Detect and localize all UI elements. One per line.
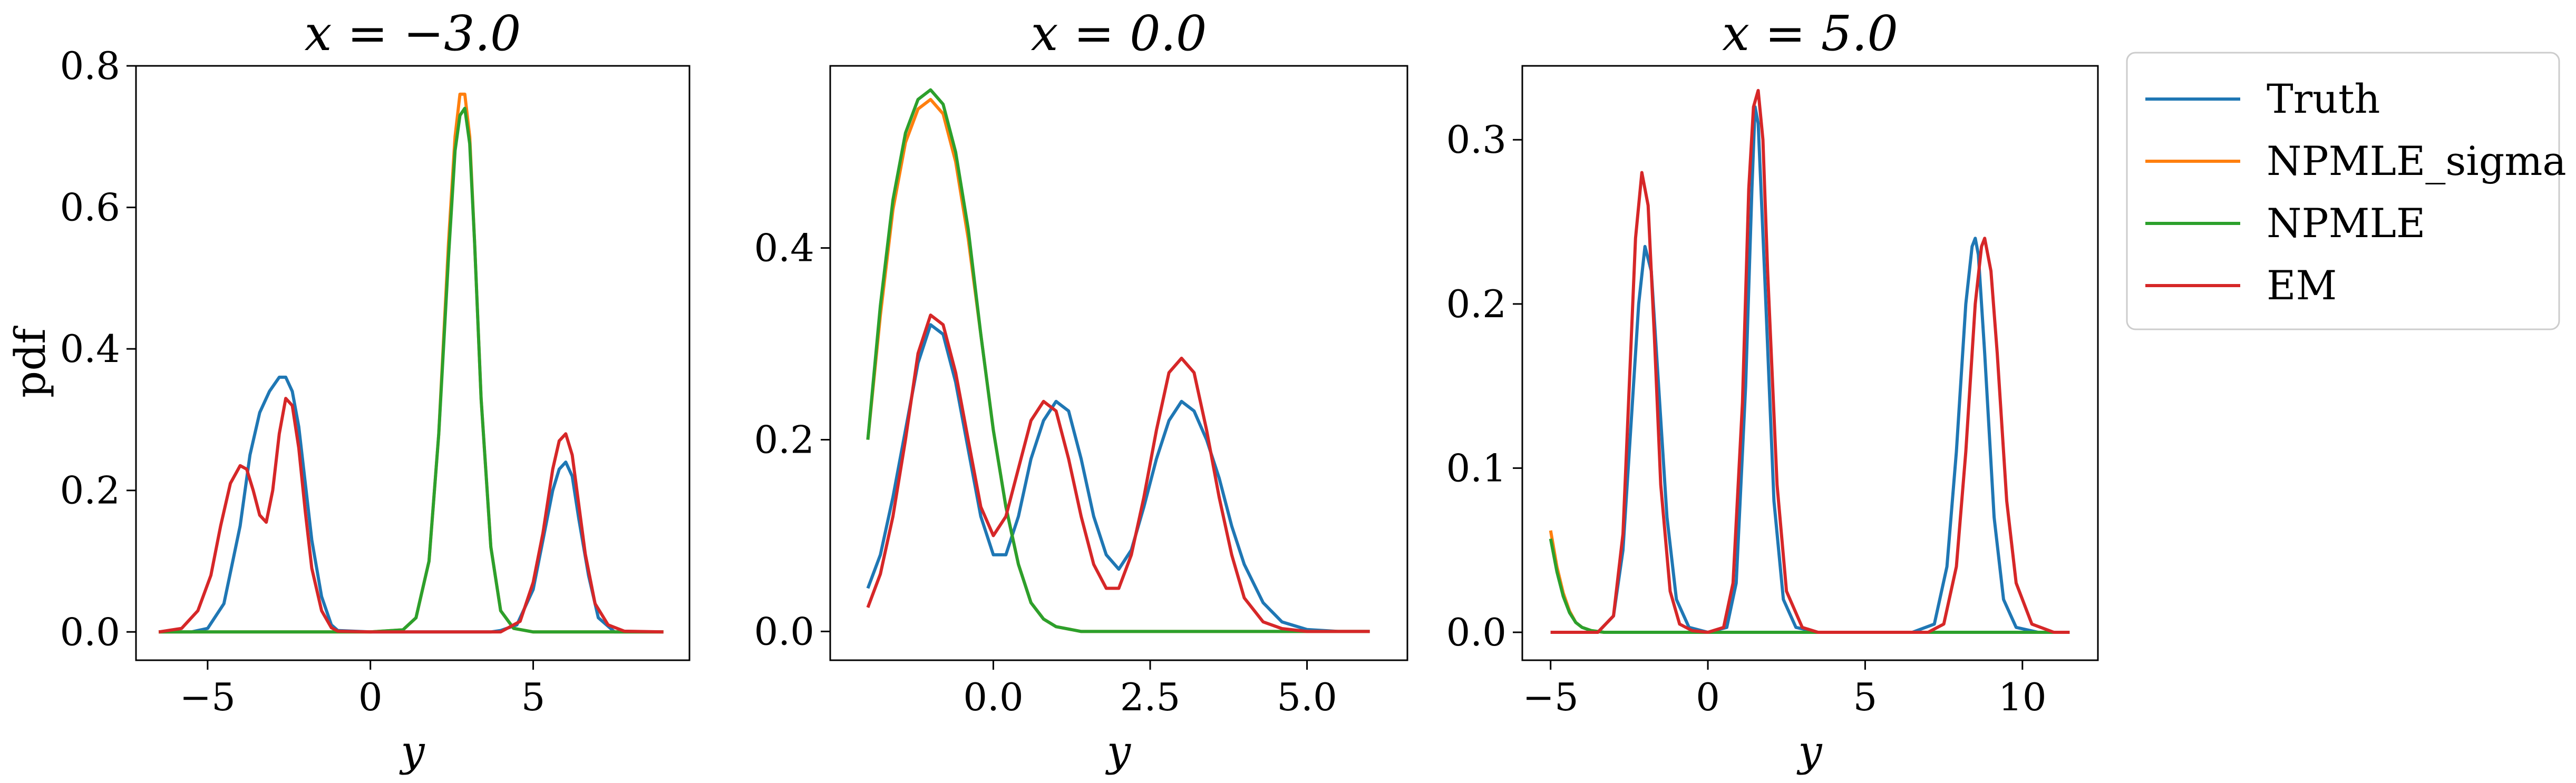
y-tick-label: 0.2: [60, 468, 120, 513]
axes-frame: [1521, 65, 2099, 661]
y-tick-label: 0.2: [754, 418, 814, 462]
legend-label-npmle: NPMLE: [2267, 200, 2425, 247]
legend-label-truth: Truth: [2267, 75, 2380, 122]
x-tick-label: 10: [1998, 675, 2047, 719]
series-line-truth: [1550, 105, 2070, 634]
x-tick-label: −5: [180, 675, 236, 719]
y-tick-label: 0.0: [60, 610, 120, 654]
series-group: [1549, 89, 2070, 634]
x-tick-label: 0: [1696, 675, 1720, 719]
series-group: [158, 92, 664, 634]
axes-frame: [829, 65, 1408, 661]
series-line-em: [158, 397, 664, 634]
series-line-npmle: [1549, 538, 2070, 634]
x-tick-label: 5: [1853, 675, 1878, 719]
panel-x-minus-3: −5 0 5 0.0 0.2 0.4 0.6 0.8 x = −3.0 y pdf: [6, 5, 691, 776]
y-tick-label: 0.6: [60, 185, 120, 230]
series-group: [866, 88, 1370, 633]
panel-title: x = −3.0: [305, 5, 521, 62]
x-axis-label: y: [1105, 727, 1132, 776]
legend-frame: [2126, 52, 2560, 330]
y-tick-label: 0.3: [1446, 118, 1506, 162]
y-tick-label: 0.0: [1446, 610, 1506, 654]
panel-title: x = 5.0: [1722, 5, 1898, 62]
panel-title: x = 0.0: [1031, 5, 1207, 62]
y-tick-label: 0.4: [754, 226, 814, 270]
y-tick-label: 0.8: [60, 44, 120, 88]
series-line-truth: [866, 323, 1370, 633]
x-tick-label: 2.5: [1120, 675, 1181, 719]
axes-frame: [135, 65, 691, 661]
legend: Truth NPMLE_sigma NPMLE EM: [2126, 52, 2567, 330]
series-line-npmle: [159, 106, 664, 634]
x-tick-label: 0.0: [963, 675, 1024, 719]
x-tick-label: 5: [521, 675, 546, 719]
x-tick-label: 5.0: [1277, 675, 1337, 719]
y-tick-label: 0.0: [754, 609, 814, 653]
series-line-truth: [159, 375, 664, 634]
x-axis-label: y: [1796, 727, 1823, 776]
y-tick-label: 0.1: [1446, 446, 1506, 490]
series-line-em: [866, 314, 1370, 633]
y-tick-label: 0.4: [60, 327, 120, 371]
series-line-npmle: [866, 88, 1370, 633]
series-line-npmle-sigma: [866, 97, 1370, 633]
x-axis-label: y: [399, 727, 425, 776]
series-line-em: [1550, 89, 2070, 634]
y-axis-label: pdf: [6, 326, 55, 398]
y-tick-label: 0.2: [1446, 282, 1506, 326]
legend-label-npmle-sigma: NPMLE_sigma: [2267, 138, 2567, 184]
series-line-npmle-sigma: [1549, 530, 2070, 634]
x-tick-label: 0: [358, 675, 383, 719]
legend-label-em: EM: [2267, 262, 2337, 309]
panel-x-5: −5 0 5 10 0.0 0.1 0.2 0.3 x = 5.0 y: [1446, 5, 2099, 776]
x-tick-label: −5: [1523, 675, 1579, 719]
panel-x-0: 0.0 2.5 5.0 0.0 0.2 0.4 x = 0.0 y: [754, 5, 1408, 776]
